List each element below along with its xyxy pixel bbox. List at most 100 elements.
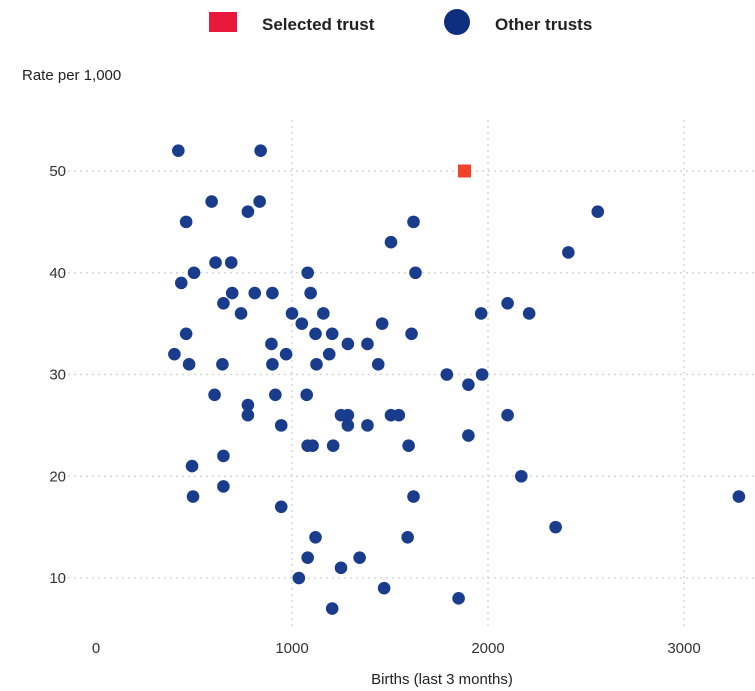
other-trust-point-3 xyxy=(253,195,266,208)
other-trust-point-72 xyxy=(501,296,514,310)
other-trust-point-1 xyxy=(254,144,267,157)
x-axis-title: Births (last 3 months) xyxy=(371,671,513,688)
other-trust-point-62 xyxy=(301,551,314,564)
other-trust-point-55 xyxy=(462,429,475,442)
legend-selected-trust-label: Selected trust xyxy=(262,15,375,34)
other-trust-point-75 xyxy=(515,469,528,483)
y-tick-label-40: 40 xyxy=(49,265,66,282)
other-trust-point-58 xyxy=(186,490,200,503)
other-trust-point-27 xyxy=(361,337,374,351)
other-trust-point-4 xyxy=(241,205,255,218)
other-trust-point-2 xyxy=(205,195,218,208)
legend-other-trusts-label: Other trusts xyxy=(495,15,592,34)
other-trust-point-57 xyxy=(185,459,199,473)
other-trust-point-37 xyxy=(475,368,489,381)
other-trust-point-0 xyxy=(172,144,185,157)
other-trust-point-76 xyxy=(549,520,562,534)
legend-selected-trust-marker xyxy=(209,12,237,32)
other-trust-point-50 xyxy=(361,419,374,432)
other-trust-point-65 xyxy=(334,561,348,575)
y-tick-label-30: 30 xyxy=(49,367,66,384)
other-trust-point-73 xyxy=(522,307,536,320)
other-trust-point-69 xyxy=(401,531,414,544)
other-trust-point-26 xyxy=(341,337,355,351)
grid xyxy=(50,120,755,630)
other-trust-point-25 xyxy=(265,337,278,351)
other-trust-point-52 xyxy=(306,439,319,453)
other-trust-point-66 xyxy=(377,581,391,595)
other-trust-point-41 xyxy=(300,388,314,402)
other-trust-point-63 xyxy=(353,551,366,564)
other-trust-point-42 xyxy=(241,398,255,412)
data-points xyxy=(168,144,746,615)
other-trust-point-79 xyxy=(591,205,605,218)
other-trust-point-54 xyxy=(402,439,415,453)
other-trust-point-24 xyxy=(405,327,418,341)
x-tick-label-2000: 2000 xyxy=(471,640,504,657)
other-trust-point-49 xyxy=(341,419,355,432)
x-tick-label-3000: 3000 xyxy=(667,640,700,657)
other-trust-point-8 xyxy=(187,266,201,280)
other-trust-point-32 xyxy=(216,358,229,371)
other-trust-point-39 xyxy=(208,388,221,402)
other-trust-point-80 xyxy=(407,215,420,229)
y-tick-label-10: 10 xyxy=(49,570,66,587)
other-trust-point-16 xyxy=(285,307,299,320)
x-tick-label-0: 0 xyxy=(92,640,100,657)
other-trust-point-9 xyxy=(301,266,314,280)
other-trust-point-10 xyxy=(174,276,188,290)
axis-ticks: 10 20 30 40 50 0 1000 2000 3000 xyxy=(49,163,700,657)
other-trust-point-67 xyxy=(325,602,339,615)
legend-other-trusts-marker xyxy=(444,9,470,35)
other-trust-point-40 xyxy=(269,388,282,402)
other-trust-point-38 xyxy=(462,378,475,391)
other-trust-point-48 xyxy=(274,419,288,432)
other-trust-point-31 xyxy=(182,358,196,371)
other-trust-point-60 xyxy=(274,500,288,514)
other-trust-point-21 xyxy=(179,327,193,341)
other-trust-point-17 xyxy=(317,307,330,320)
other-trust-point-56 xyxy=(217,449,230,463)
other-trust-point-70 xyxy=(407,490,420,503)
other-trust-point-13 xyxy=(266,286,279,300)
y-tick-label-20: 20 xyxy=(49,468,66,485)
other-trust-point-34 xyxy=(310,358,323,371)
other-trust-point-78 xyxy=(562,246,575,259)
other-trust-point-29 xyxy=(279,347,293,361)
other-trust-point-12 xyxy=(248,286,262,300)
other-trust-point-81 xyxy=(409,266,422,280)
other-trust-point-53 xyxy=(326,439,340,453)
other-trust-point-43 xyxy=(241,408,255,422)
other-trust-point-7 xyxy=(224,256,238,269)
other-trust-point-18 xyxy=(234,307,248,320)
y-tick-label-50: 50 xyxy=(49,163,66,180)
legend: Selected trust Other trusts xyxy=(209,9,592,35)
other-trust-point-6 xyxy=(209,256,222,269)
other-trust-point-35 xyxy=(371,358,385,371)
other-trust-point-28 xyxy=(168,347,181,361)
other-trust-point-30 xyxy=(322,347,336,361)
other-trust-point-77 xyxy=(732,490,746,503)
other-trust-point-64 xyxy=(292,571,306,585)
other-trust-point-59 xyxy=(217,480,230,493)
other-trust-point-22 xyxy=(309,327,322,341)
other-trust-point-36 xyxy=(440,368,454,381)
other-trust-point-74 xyxy=(501,408,514,422)
other-trust-point-19 xyxy=(295,317,309,330)
other-trust-point-71 xyxy=(474,307,488,320)
other-trust-point-47 xyxy=(392,408,406,422)
other-trust-point-33 xyxy=(266,358,279,371)
x-tick-label-1000: 1000 xyxy=(275,640,308,657)
other-trust-point-82 xyxy=(384,235,398,249)
other-trust-point-68 xyxy=(452,592,465,605)
y-axis-title: Rate per 1,000 xyxy=(22,67,121,84)
selected-trust-point xyxy=(457,164,471,178)
other-trust-point-23 xyxy=(325,327,339,341)
other-trust-point-61 xyxy=(309,531,322,544)
other-trust-point-15 xyxy=(217,296,230,310)
other-trust-point-5 xyxy=(179,215,193,229)
other-trust-point-45 xyxy=(341,408,355,422)
other-trust-point-20 xyxy=(375,317,389,330)
other-trust-point-14 xyxy=(304,286,317,300)
